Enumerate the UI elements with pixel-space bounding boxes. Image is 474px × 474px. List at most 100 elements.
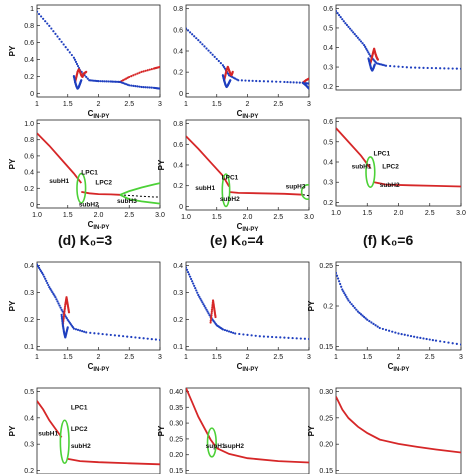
data-point: [336, 11, 339, 15]
data-point: [85, 331, 88, 334]
data-point: [64, 45, 67, 49]
data-point: [345, 23, 349, 27]
y-tick-label: 0.25: [169, 436, 183, 443]
data-point: [403, 333, 406, 336]
chart-panel-b-top: 1 1.5 2 2.5 3 0 0.2 0.4 0.6 0.8 CIN-PY: [173, 4, 311, 120]
y-tick-label: 0.5: [24, 389, 34, 396]
data-point: [201, 43, 204, 46]
bifurcation-label: subH2: [71, 443, 91, 450]
chart-panel-c-top: 0.2 0.3 0.4 0.5 0.6: [323, 4, 462, 91]
data-point: [70, 53, 73, 57]
data-point: [266, 335, 270, 338]
x-tick-label: 1.0: [331, 210, 341, 217]
data-point: [275, 80, 278, 83]
data-point: [409, 66, 413, 69]
x-tick-label: 3: [307, 354, 311, 361]
data-point: [154, 338, 157, 341]
data-point: [128, 84, 131, 87]
data-point: [142, 337, 145, 340]
data-point: [213, 55, 216, 58]
axes-frame: [335, 261, 462, 351]
data-point: [341, 18, 344, 21]
series-line: [336, 127, 372, 169]
data-point: [138, 85, 141, 88]
data-point: [205, 308, 208, 311]
data-point: [368, 53, 371, 56]
bifurcation-label: subH1: [352, 163, 372, 170]
y-axis-label: PY: [307, 300, 316, 311]
x-tick-label: 2.5: [425, 210, 435, 217]
data-point: [283, 80, 286, 84]
data-point: [339, 16, 342, 19]
data-point: [229, 79, 232, 82]
data-point: [353, 306, 356, 309]
y-tick-label: 0.4: [173, 163, 183, 170]
data-point: [37, 263, 39, 266]
y-tick-label: 0.30: [319, 389, 333, 396]
y-tick-label: 0.5: [323, 139, 333, 146]
data-point: [307, 82, 309, 85]
y-tick-label: 0.8: [173, 121, 183, 128]
data-point: [209, 317, 213, 320]
data-point: [350, 29, 353, 32]
series-line: [119, 182, 160, 196]
y-tick-label: 0: [179, 91, 183, 98]
data-point: [363, 315, 366, 319]
data-point: [197, 293, 200, 297]
data-point: [186, 29, 190, 32]
data-point: [86, 77, 89, 80]
data-point: [59, 306, 62, 309]
data-point: [193, 35, 196, 38]
data-point: [61, 322, 64, 325]
chart-panel-e-top: 1 1.5 2 2.5 3 0.1 0.2 0.3 0.4 CIN-PY: [173, 261, 311, 373]
x-tick-label: 2.5: [124, 101, 134, 108]
y-tick-label: 0.8: [24, 23, 34, 30]
data-point: [63, 305, 67, 308]
data-point: [434, 67, 438, 70]
x-tick-label: 1.5: [362, 210, 372, 217]
data-point: [347, 299, 350, 302]
data-point: [234, 332, 237, 335]
data-point: [431, 339, 434, 342]
y-tick-label: 0.4: [24, 415, 34, 422]
y-tick-label: 0.2: [24, 317, 34, 324]
data-point: [103, 80, 106, 83]
data-point: [227, 330, 231, 333]
limit-cycle-loop: [76, 172, 87, 204]
x-tick-label: 2.0: [243, 214, 253, 221]
series-line: [186, 135, 230, 188]
x-tick-label: 1: [35, 354, 39, 361]
data-point: [97, 80, 100, 83]
x-axis-label: CIN-PY: [88, 109, 110, 120]
y-axis-label: PY: [157, 425, 166, 436]
series-line: [373, 181, 461, 188]
data-point: [347, 25, 350, 28]
axes-frame: [185, 387, 310, 474]
y-tick-label: 0.3: [323, 180, 333, 187]
data-point: [130, 335, 133, 339]
data-point: [209, 51, 212, 54]
data-point: [72, 327, 75, 330]
data-point: [50, 27, 53, 30]
data-point: [414, 66, 417, 69]
data-point: [425, 337, 428, 341]
series-line: [302, 194, 309, 197]
data-point: [150, 68, 153, 71]
data-point: [201, 301, 204, 304]
data-point: [258, 80, 261, 83]
data-point: [85, 75, 88, 79]
data-point: [384, 328, 388, 331]
x-tick-label: 3: [158, 101, 162, 108]
data-point: [76, 328, 80, 331]
data-point: [258, 335, 261, 338]
data-point: [295, 81, 298, 84]
data-point: [66, 326, 69, 329]
x-tick-label: 2: [97, 101, 101, 108]
limit-cycle-loop: [365, 156, 376, 188]
data-point: [113, 334, 116, 337]
data-point: [41, 271, 44, 274]
bifurcation-label: supH1: [206, 443, 226, 450]
data-point: [37, 12, 41, 16]
series-line: [67, 458, 160, 466]
y-tick-label: 0.20: [319, 442, 333, 449]
